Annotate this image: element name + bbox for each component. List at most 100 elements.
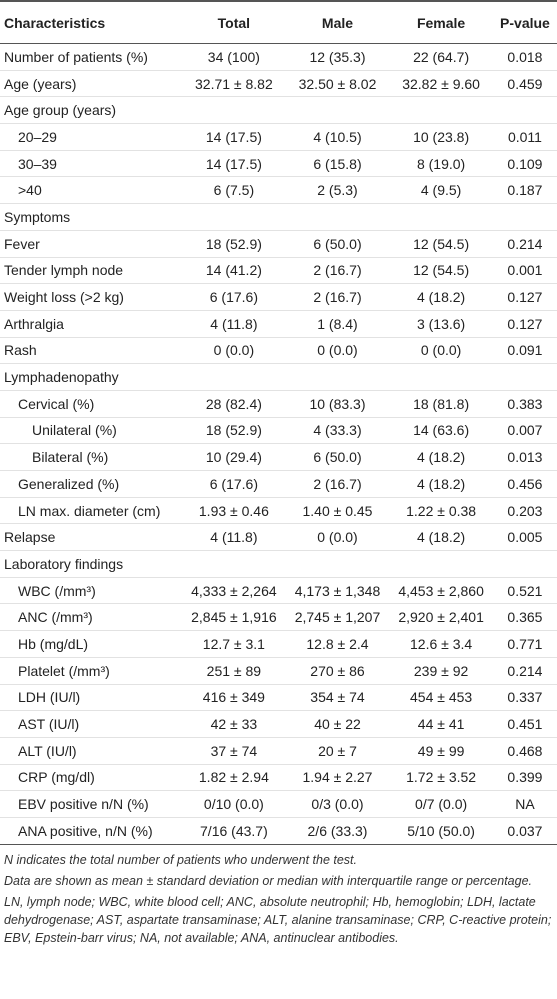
table-row: WBC (/mm³) 4,333 ± 2,264 4,173 ± 1,348 4,45…: [0, 577, 557, 605]
cell: 6 (50.0): [285, 443, 390, 471]
cell: 4,333 ± 2,264: [182, 577, 286, 605]
cell: 4 (9.5): [389, 176, 493, 205]
cell: 4 (18.2): [389, 470, 493, 498]
cell: 6 (17.6): [182, 283, 286, 311]
header-cell: Female: [389, 0, 493, 44]
cell: 1.72 ± 3.52: [389, 764, 493, 792]
cell: 0.459: [492, 70, 557, 98]
cell: 20 ± 7: [285, 737, 390, 765]
row-label: Arthralgia: [0, 310, 183, 338]
table-row: Weight loss (>2 kg) 6 (17.6) 2 (16.7) 4 (18…: [0, 283, 557, 311]
cell: 0.399: [492, 764, 557, 792]
row-label: EBV positive n/N (%): [0, 790, 183, 818]
table-row: Age (years) 32.71 ± 8.82 32.50 ± 8.02 32.82…: [0, 70, 557, 98]
table-row: ALT (IU/l) 37 ± 74 20 ± 7 49 ± 99 0.468: [0, 737, 557, 765]
row-label: Platelet (/mm³): [0, 657, 183, 685]
cell: 12.8 ± 2.4: [285, 630, 390, 658]
cell: 44 ± 41: [389, 710, 493, 738]
cell: 0.521: [492, 577, 557, 605]
cell: 0.007: [492, 417, 557, 445]
cell: 10 (29.4): [182, 443, 286, 471]
cell: 251 ± 89: [182, 657, 286, 685]
cell: 22 (64.7): [389, 43, 493, 71]
cell: 7/16 (43.7): [182, 817, 286, 845]
table-row: AST (IU/l) 42 ± 33 40 ± 22 44 ± 41 0.451: [0, 710, 557, 738]
cell: 354 ± 74: [285, 684, 390, 712]
cell: 0.468: [492, 737, 557, 765]
cell: 12 (54.5): [389, 257, 493, 285]
row-label: Symptoms: [0, 203, 557, 231]
cell: 18 (52.9): [182, 230, 286, 258]
cell: 42 ± 33: [182, 710, 286, 738]
cell: 14 (41.2): [182, 257, 286, 285]
cell: 2 (16.7): [285, 470, 390, 498]
cell: 0.214: [492, 657, 557, 685]
cell: 4 (18.2): [389, 443, 493, 471]
cell: 4 (11.8): [182, 310, 286, 338]
footnote: LN, lymph node; WBC, white blood cell; A…: [4, 894, 552, 945]
table-row: ANA positive, n/N (%) 7/16 (43.7) 2/6 (33.…: [0, 817, 557, 845]
cell: 4,173 ± 1,348: [285, 577, 390, 605]
data-table: Characteristics Total Male Female P-value Nu…: [0, 0, 557, 845]
row-label: ANA positive, n/N (%): [0, 817, 183, 845]
cell: 0.109: [492, 150, 557, 178]
cell: 40 ± 22: [285, 710, 390, 738]
cell: 1 (8.4): [285, 310, 390, 338]
table-row: Tender lymph node 14 (41.2) 2 (16.7) 12 (54…: [0, 257, 557, 285]
cell: 14 (17.5): [182, 123, 286, 151]
row-label: 30–39: [0, 150, 183, 178]
cell: 8 (19.0): [389, 150, 493, 178]
row-label: Rash: [0, 337, 183, 365]
row-label: WBC (/mm³): [0, 577, 183, 605]
cell: 0.013: [492, 443, 557, 471]
cell: 1.22 ± 0.38: [389, 497, 493, 525]
cell: 4 (18.2): [389, 523, 493, 552]
row-label: Age group (years): [0, 96, 557, 125]
table-row: Generalized (%) 6 (17.6) 2 (16.7) 4 (18.2) 0…: [0, 470, 557, 498]
cell: 0 (0.0): [285, 337, 390, 365]
row-label: ALT (IU/l): [0, 737, 183, 765]
cell: 6 (7.5): [182, 176, 286, 205]
row-label: Cervical (%): [0, 390, 183, 418]
table-row: Lymphadenopathy: [0, 363, 557, 391]
header-row: Characteristics Total Male Female P-value: [0, 0, 557, 44]
table-row: Laboratory findings: [0, 550, 557, 578]
cell: 0.018: [492, 43, 557, 71]
table-row: 20–29 14 (17.5) 4 (10.5) 10 (23.8) 0.011: [0, 123, 557, 151]
row-label: CRP (mg/dl): [0, 764, 183, 792]
cell: 0.456: [492, 470, 557, 498]
table-row: Number of patients (%) 34 (100) 12 (35.3) 2…: [0, 43, 557, 71]
cell: 0 (0.0): [389, 337, 493, 365]
row-label: Bilateral (%): [0, 443, 183, 471]
cell: 239 ± 92: [389, 657, 493, 685]
cell: 454 ± 453: [389, 684, 493, 712]
cell: 0.771: [492, 630, 557, 658]
cell: 37 ± 74: [182, 737, 286, 765]
cell: 32.71 ± 8.82: [182, 70, 286, 98]
row-label: Tender lymph node: [0, 257, 183, 285]
cell: 0/10 (0.0): [182, 790, 286, 818]
cell: 0.127: [492, 283, 557, 311]
cell: 1.40 ± 0.45: [285, 497, 390, 525]
table-row: Symptoms: [0, 203, 557, 231]
table-row: Bilateral (%) 10 (29.4) 6 (50.0) 4 (18.2) 0.…: [0, 443, 557, 471]
row-label: ANC (/mm³): [0, 603, 183, 632]
cell: 2 (5.3): [285, 176, 390, 205]
cell: 6 (15.8): [285, 150, 390, 178]
cell: 0 (0.0): [182, 337, 286, 365]
cell: 6 (50.0): [285, 230, 390, 258]
cell: 0/3 (0.0): [285, 790, 390, 818]
cell: 2,845 ± 1,916: [182, 603, 286, 632]
cell: 2 (16.7): [285, 257, 390, 285]
cell: 416 ± 349: [182, 684, 286, 712]
cell: 14 (17.5): [182, 150, 286, 178]
cell: 0.001: [492, 257, 557, 285]
table-row: ANC (/mm³) 2,845 ± 1,916 2,745 ± 1,207 2,92…: [0, 603, 557, 632]
cell: 0.037: [492, 817, 557, 845]
row-label: Weight loss (>2 kg): [0, 283, 183, 311]
cell: 2/6 (33.3): [285, 817, 390, 845]
cell: 18 (52.9): [182, 417, 286, 445]
cell: 4,453 ± 2,860: [389, 577, 493, 605]
table-row: Relapse 4 (11.8) 0 (0.0) 4 (18.2) 0.005: [0, 523, 557, 552]
